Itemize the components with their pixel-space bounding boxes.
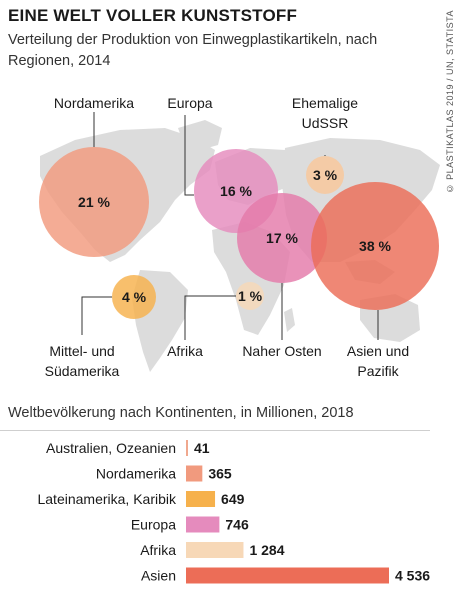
bubble-layer: 21 % 16 % 3 % 17 % 38 % 4 % 1 % xyxy=(39,147,439,319)
bubble-value-ehemalige-udssr: 3 % xyxy=(313,167,338,183)
bubble-mittel-und-südamerika xyxy=(112,275,156,319)
bar-value-australien-ozeanien: 41 xyxy=(194,440,210,456)
bar-value-europa: 746 xyxy=(225,517,249,533)
label-europa: Europa xyxy=(167,95,212,111)
bubble-value-afrika: 1 % xyxy=(238,288,263,304)
bubble-afrika xyxy=(236,282,264,310)
label-udssr-line1: Ehemalige xyxy=(292,95,358,111)
leader-mittel xyxy=(81,296,112,335)
bar-label-nordamerika: Nordamerika xyxy=(96,466,176,482)
leader-europa xyxy=(184,115,194,196)
world-map-bubble-chart: 21 % 16 % 3 % 17 % 38 % 4 % 1 % Nordamerika Eur… xyxy=(39,95,440,379)
bar-label-asien: Asien xyxy=(141,568,176,584)
divider xyxy=(0,430,430,431)
bar-label-afrika: Afrika xyxy=(140,542,176,558)
bar-chart-title: Weltbevölkerung nach Kontinenten, in Mil… xyxy=(8,405,354,421)
bar-australien-ozeanien xyxy=(186,440,188,456)
bar-label-australien-ozeanien: Australien, Ozeanien xyxy=(46,440,176,456)
bar-value-afrika: 1 284 xyxy=(249,542,284,558)
page-subtitle: Verteilung der Produktion von Einwegplas… xyxy=(8,32,378,69)
bubble-value-europa: 16 % xyxy=(220,183,252,199)
label-asien-line2: Pazifik xyxy=(357,363,399,379)
bar-asien xyxy=(186,567,389,584)
label-afrika: Afrika xyxy=(167,343,203,359)
bubble-naher-osten xyxy=(237,193,327,283)
bar-label-europa: Europa xyxy=(131,517,176,533)
bubble-asien-und-pazifik xyxy=(311,182,439,310)
madagascar-shape xyxy=(284,308,295,332)
label-mittel-line2: Südamerika xyxy=(45,363,120,379)
bubble-value-nordamerika: 21 % xyxy=(78,194,110,210)
label-naher-osten: Naher Osten xyxy=(242,343,321,359)
bar-europa xyxy=(186,516,220,533)
leader-lines xyxy=(81,112,379,340)
bar-afrika xyxy=(186,542,244,558)
label-udssr-line2: UdSSR xyxy=(302,115,349,131)
bar-value-lateinamerika-karibik: 649 xyxy=(221,491,245,507)
bar-nordamerika xyxy=(186,465,203,482)
label-nordamerika: Nordamerika xyxy=(54,95,134,111)
bubble-ehemalige-udssr xyxy=(306,156,344,194)
bubble-value-mittel-und-südamerika: 4 % xyxy=(122,289,147,305)
bubble-value-asien-und-pazifik: 38 % xyxy=(359,238,391,254)
bubble-nordamerika xyxy=(39,147,149,257)
leader-afrika xyxy=(184,295,236,340)
bar-lateinamerika-karibik xyxy=(186,491,216,507)
region-label-layer: Nordamerika Europa Ehemalige UdSSR Mittel- u… xyxy=(45,95,409,379)
label-mittel-line1: Mittel- und xyxy=(49,343,114,359)
bar-value-nordamerika: 365 xyxy=(208,466,232,482)
page-title: EINE WELT VOLLER KUNSTSTOFF xyxy=(8,6,298,25)
greenland-shape xyxy=(178,120,222,150)
label-asien-line1: Asien und xyxy=(347,343,409,359)
bar-label-lateinamerika-karibik: Lateinamerika, Karibik xyxy=(37,491,177,507)
bar-value-asien: 4 536 xyxy=(395,568,430,584)
bubble-value-naher-osten: 17 % xyxy=(266,230,298,246)
